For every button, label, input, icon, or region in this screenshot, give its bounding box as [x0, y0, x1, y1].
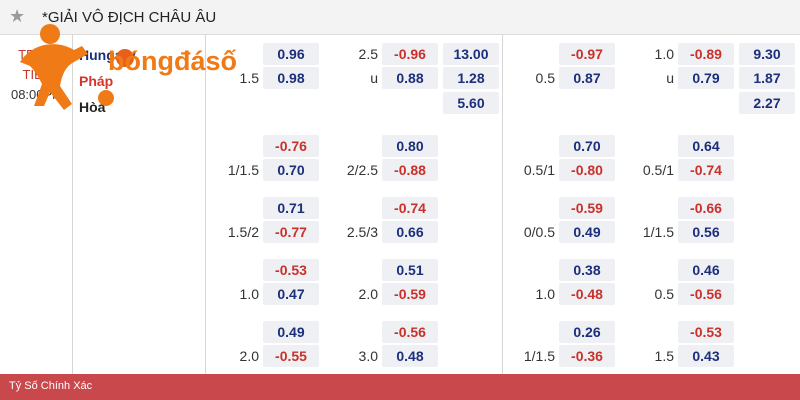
odds-cell[interactable]: 0.56: [678, 221, 734, 243]
footer-label[interactable]: Tỷ Số Chính Xác: [9, 380, 93, 392]
odds-cell[interactable]: -0.77: [263, 221, 319, 243]
odds-cell[interactable]: 9.30: [739, 43, 795, 65]
odds-cell[interactable]: 0.43: [678, 345, 734, 367]
odds-cell[interactable]: 5.60: [443, 92, 499, 114]
handicap-line: 0.5: [535, 70, 555, 86]
column-divider: [205, 34, 206, 374]
odds-cell[interactable]: 0.47: [263, 283, 319, 305]
odds-cell[interactable]: 0.49: [263, 321, 319, 343]
column-divider: [502, 34, 503, 374]
handicap-line: 2.5: [358, 46, 378, 62]
draw-label: Hòa: [79, 99, 106, 115]
handicap-line: 0.5/1: [523, 162, 555, 178]
odds-cell[interactable]: -0.96: [382, 43, 438, 65]
odds-cell[interactable]: -0.89: [678, 43, 734, 65]
handicap-line: 3.0: [358, 348, 378, 364]
odds-cell[interactable]: 0.48: [382, 345, 438, 367]
odds-cell[interactable]: 0.87: [559, 67, 615, 89]
odds-cell[interactable]: -0.59: [382, 283, 438, 305]
handicap-line: 1.0: [535, 286, 555, 302]
odds-cell[interactable]: -0.53: [678, 321, 734, 343]
odds-cell[interactable]: 0.64: [678, 135, 734, 157]
odds-cell[interactable]: -0.74: [382, 197, 438, 219]
star-icon[interactable]: ★: [9, 6, 26, 26]
odds-cell[interactable]: 0.66: [382, 221, 438, 243]
handicap-line: 1.0: [654, 46, 674, 62]
odds-cell[interactable]: 0.38: [559, 259, 615, 281]
odds-cell[interactable]: 0.88: [382, 67, 438, 89]
odds-cell[interactable]: 0.79: [678, 67, 734, 89]
odds-cell[interactable]: 13.00: [443, 43, 499, 65]
handicap-line: 1.5: [239, 70, 259, 86]
odds-cell[interactable]: 0.49: [559, 221, 615, 243]
footer-bar: Tỷ Số Chính Xác: [0, 374, 800, 400]
handicap-line: 0.5: [654, 286, 674, 302]
odds-cell[interactable]: -0.74: [678, 159, 734, 181]
odds-cell[interactable]: 1.28: [443, 67, 499, 89]
odds-cell[interactable]: -0.36: [559, 345, 615, 367]
odds-cell[interactable]: 0.70: [263, 159, 319, 181]
handicap-line: 2.0: [358, 286, 378, 302]
league-title: *GIẢI VÔ ĐỊCH CHÂU ÂU: [42, 9, 217, 26]
league-header: ★ *GIẢI VÔ ĐỊCH CHÂU ÂU: [0, 0, 800, 35]
odds-cell[interactable]: -0.80: [559, 159, 615, 181]
handicap-line: 0.5/1: [642, 162, 674, 178]
odds-cell[interactable]: 1.87: [739, 67, 795, 89]
handicap-line: 0/0.5: [523, 224, 555, 240]
odds-cell[interactable]: 0.98: [263, 67, 319, 89]
handicap-line: u: [666, 70, 674, 86]
odds-cell[interactable]: -0.59: [559, 197, 615, 219]
column-divider: [72, 34, 73, 374]
odds-cell[interactable]: 0.71: [263, 197, 319, 219]
odds-cell[interactable]: 0.46: [678, 259, 734, 281]
odds-cell[interactable]: -0.48: [559, 283, 615, 305]
handicap-line: 1/1.5: [642, 224, 674, 240]
bongdaso-logo: bóngđásố: [20, 24, 237, 110]
odds-cell[interactable]: -0.66: [678, 197, 734, 219]
odds-cell[interactable]: -0.88: [382, 159, 438, 181]
odds-cell[interactable]: -0.53: [263, 259, 319, 281]
odds-cell[interactable]: 0.51: [382, 259, 438, 281]
odds-cell[interactable]: -0.55: [263, 345, 319, 367]
handicap-line: 1/1.5: [523, 348, 555, 364]
svg-text:bóngđásố: bóngđásố: [108, 46, 237, 76]
handicap-line: 2/2.5: [346, 162, 378, 178]
odds-cell[interactable]: -0.56: [678, 283, 734, 305]
away-team[interactable]: Pháp: [79, 73, 114, 89]
odds-cell[interactable]: 2.27: [739, 92, 795, 114]
odds-cell[interactable]: 0.80: [382, 135, 438, 157]
handicap-line: u: [370, 70, 378, 86]
handicap-line: 1/1.5: [227, 162, 259, 178]
odds-cell[interactable]: 0.70: [559, 135, 615, 157]
odds-cell[interactable]: -0.76: [263, 135, 319, 157]
odds-cell[interactable]: 0.26: [559, 321, 615, 343]
handicap-line: 1.0: [239, 286, 259, 302]
odds-cell[interactable]: -0.97: [559, 43, 615, 65]
handicap-line: 2.5/3: [346, 224, 378, 240]
handicap-line: 2.0: [239, 348, 259, 364]
handicap-line: 1.5: [654, 348, 674, 364]
odds-cell[interactable]: 0.96: [263, 43, 319, 65]
odds-cell[interactable]: -0.56: [382, 321, 438, 343]
handicap-line: 1.5/2: [227, 224, 259, 240]
